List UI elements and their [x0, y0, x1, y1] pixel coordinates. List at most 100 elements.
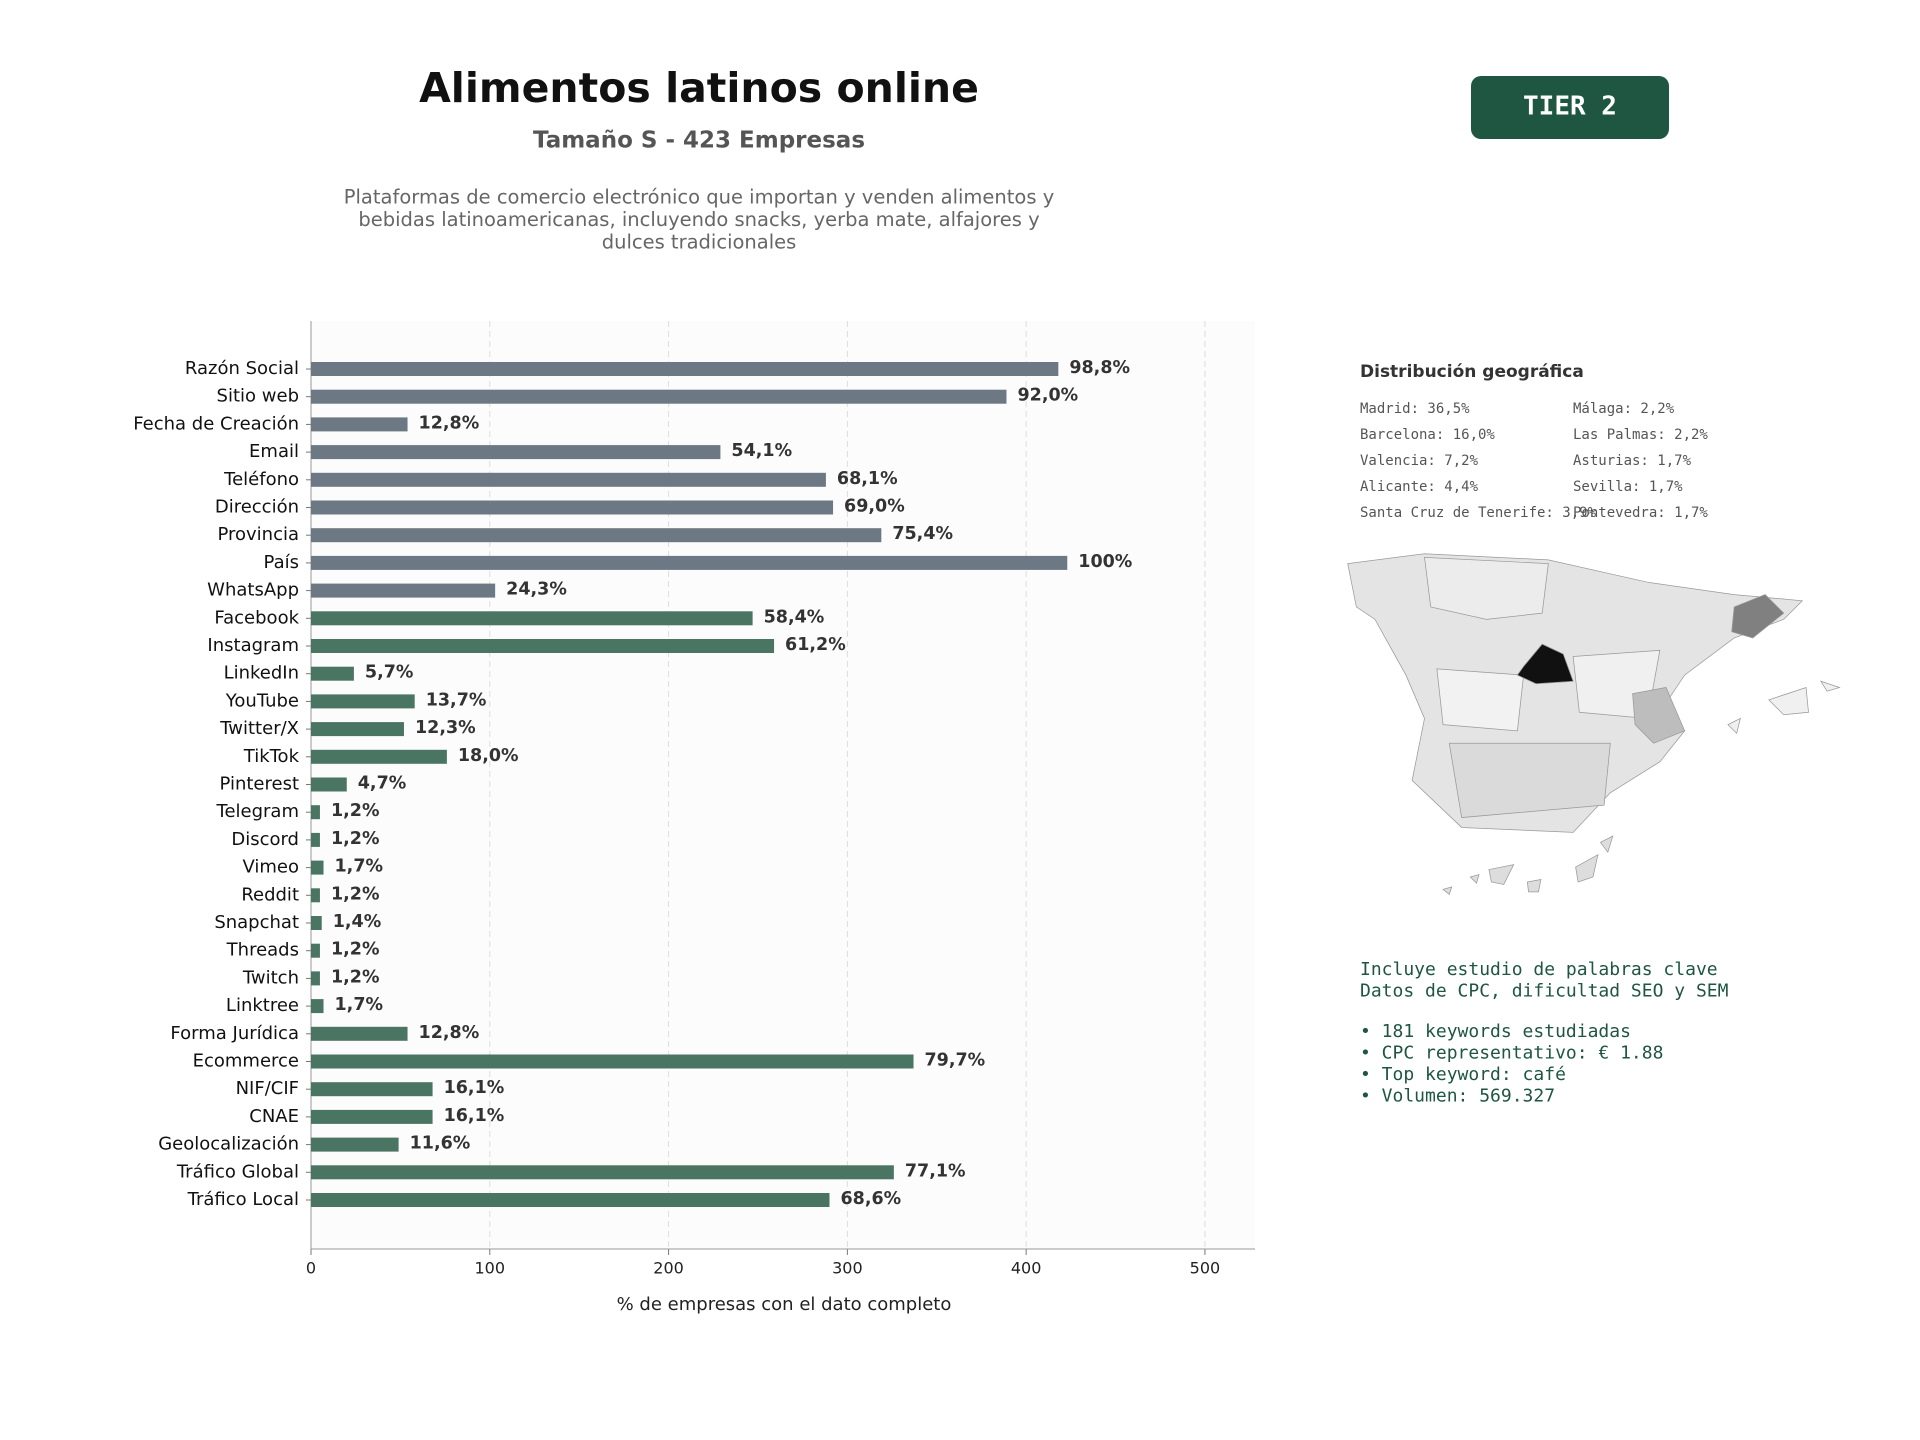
bar — [311, 639, 775, 653]
y-tick-label: Tráfico Local — [187, 1189, 299, 1210]
value-label: 61,2% — [785, 635, 846, 655]
value-label: 68,1% — [837, 469, 898, 489]
bar — [311, 749, 447, 764]
geo-item: Asturias: 1,7% — [1573, 453, 1692, 469]
keyword-bullet: • Top keyword: café — [1360, 1064, 1566, 1085]
y-tick-label: Telegram — [216, 801, 299, 822]
region-valencia — [1632, 687, 1686, 744]
y-tick-label: TikTok — [243, 746, 300, 767]
geo-item: Málaga: 2,2% — [1573, 401, 1675, 417]
bar — [311, 555, 1068, 570]
y-tick-label: Reddit — [241, 884, 299, 905]
value-label: 68,6% — [840, 1189, 901, 1209]
value-label: 4,7% — [358, 774, 407, 794]
value-label: 16,1% — [444, 1106, 505, 1126]
value-label: 98,8% — [1069, 358, 1130, 378]
y-tick-label: Facebook — [214, 607, 299, 628]
x-tick-label: 0 — [306, 1259, 316, 1278]
y-tick-label: Ecommerce — [193, 1051, 299, 1072]
bar — [311, 971, 320, 986]
y-tick-label: Twitch — [242, 967, 299, 988]
geo-item: Alicante: 4,4% — [1360, 479, 1479, 495]
canary-islands — [1442, 835, 1614, 895]
description: dulces tradicionales — [602, 231, 797, 254]
value-label: 5,7% — [365, 663, 414, 683]
value-label: 13,7% — [426, 690, 487, 710]
region-barcelona — [1731, 594, 1785, 639]
bar — [311, 777, 347, 792]
keyword-intro: Datos de CPC, dificultad SEO y SEM — [1360, 981, 1729, 1002]
value-label: 54,1% — [731, 441, 792, 461]
value-label: 1,2% — [331, 967, 380, 987]
description: Plataformas de comercio electrónico que … — [344, 186, 1055, 209]
y-tick-label: Provincia — [217, 524, 299, 545]
description: bebidas latinoamericanas, incluyendo sna… — [358, 208, 1039, 231]
region — [1448, 742, 1611, 818]
value-label: 1,2% — [331, 829, 380, 849]
region — [1424, 557, 1549, 620]
x-axis-label: % de empresas con el dato completo — [617, 1294, 952, 1315]
y-tick-label: Linktree — [226, 995, 299, 1016]
bar — [311, 832, 320, 847]
bar — [311, 445, 721, 460]
bar — [311, 472, 826, 487]
value-label: 12,8% — [419, 1023, 480, 1043]
keyword-bullet: • Volumen: 569.327 — [1360, 1086, 1555, 1107]
y-tick-label: Email — [249, 441, 299, 462]
map — [1347, 553, 1841, 895]
y-tick-label: CNAE — [249, 1106, 299, 1127]
bar — [311, 722, 404, 737]
keyword-intro: Incluye estudio de palabras clave — [1360, 959, 1718, 980]
geo-item: Las Palmas: 2,2% — [1573, 427, 1708, 443]
y-tick-label: Fecha de Creación — [133, 413, 299, 434]
y-tick-label: Dirección — [215, 497, 299, 518]
region-madrid — [1516, 643, 1574, 685]
bar — [311, 500, 834, 515]
value-label: 92,0% — [1017, 386, 1078, 406]
y-tick-label: Sitio web — [217, 386, 299, 407]
y-tick-label: Geolocalización — [158, 1134, 299, 1155]
chart-title: Alimentos latinos online — [419, 64, 979, 112]
value-label: 12,8% — [419, 413, 480, 433]
geo-item: Barcelona: 16,0% — [1360, 427, 1495, 443]
value-label: 1,4% — [333, 912, 382, 932]
bar — [311, 916, 322, 930]
bar — [311, 1054, 914, 1069]
value-label: 16,1% — [444, 1078, 505, 1098]
region — [1436, 668, 1525, 732]
value-label: 58,4% — [764, 607, 825, 627]
badge-text: TIER 2 — [1523, 92, 1617, 122]
value-label: 1,2% — [331, 801, 380, 821]
y-tick-label: LinkedIn — [224, 663, 299, 684]
y-tick-label: NIF/CIF — [236, 1078, 299, 1099]
geo-item: Sevilla: 1,7% — [1573, 479, 1683, 495]
bar — [311, 389, 1007, 404]
x-tick-label: 200 — [653, 1259, 684, 1278]
value-label: 18,0% — [458, 746, 519, 766]
bar — [311, 1082, 433, 1097]
bar — [311, 860, 324, 875]
value-label: 100% — [1078, 552, 1132, 572]
bar — [311, 805, 320, 820]
y-tick-label: WhatsApp — [207, 580, 299, 601]
bar — [311, 666, 354, 681]
value-label: 24,3% — [506, 580, 567, 600]
y-tick-label: Threads — [226, 940, 299, 961]
x-tick-label: 500 — [1190, 1259, 1221, 1278]
bar — [311, 943, 320, 958]
value-label: 11,6% — [410, 1134, 471, 1154]
bar — [311, 583, 496, 598]
bar — [311, 1193, 830, 1207]
badge — [1471, 76, 1669, 139]
x-tick-label: 400 — [1011, 1259, 1042, 1278]
value-label: 1,7% — [335, 857, 384, 877]
value-label: 1,2% — [331, 884, 380, 904]
keyword-bullet: • CPC representativo: € 1.88 — [1360, 1043, 1663, 1064]
bar — [311, 1026, 408, 1041]
y-tick-label: Twitter/X — [219, 718, 299, 739]
y-tick-label: Snapchat — [214, 912, 299, 933]
value-label: 12,3% — [415, 718, 476, 738]
bar — [311, 888, 320, 903]
y-tick-label: Teléfono — [223, 469, 299, 490]
